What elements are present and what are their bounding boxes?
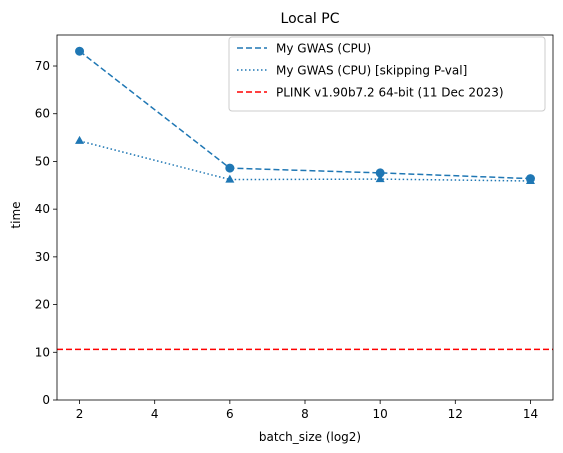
y-tick-label-1: 10 xyxy=(35,345,50,359)
series-1-point-0 xyxy=(75,135,85,144)
y-axis-label: time xyxy=(9,201,23,228)
x-tick-label-3: 8 xyxy=(301,407,309,421)
series-1-point-3 xyxy=(525,176,535,184)
legend-label-0: My GWAS (CPU) xyxy=(276,42,371,56)
x-tick-label-2: 6 xyxy=(226,407,234,421)
plot-area xyxy=(57,46,553,351)
x-tick-label-6: 14 xyxy=(523,407,538,421)
y-tick-label-5: 50 xyxy=(35,154,50,168)
x-tick-label-5: 12 xyxy=(448,407,463,421)
series-line-1 xyxy=(79,140,531,182)
series-line-0 xyxy=(79,50,531,180)
y-tick-label-7: 70 xyxy=(35,59,50,73)
x-tick-label-4: 10 xyxy=(373,407,388,421)
series-0-point-1 xyxy=(225,163,235,173)
y-tick-label-2: 20 xyxy=(35,298,50,312)
legend-label-2: PLINK v1.90b7.2 64-bit (11 Dec 2023) xyxy=(276,86,504,100)
x-axis-label: batch_size (log2) xyxy=(259,430,361,444)
series-0-point-0 xyxy=(75,46,85,56)
y-tick-label-0: 0 xyxy=(42,393,50,407)
x-tick-label-1: 4 xyxy=(151,407,159,421)
legend-label-1: My GWAS (CPU) [skipping P-val] xyxy=(276,64,467,78)
legend-box xyxy=(228,36,546,112)
y-tick-label-6: 60 xyxy=(35,107,50,121)
y-tick-label-4: 40 xyxy=(35,202,50,216)
y-tick-label-3: 30 xyxy=(35,250,50,264)
series-1-point-2 xyxy=(375,174,385,183)
chart-title: Local PC xyxy=(281,11,340,27)
series-1-point-1 xyxy=(225,174,235,183)
axes: 2 4 6 8 10 12 14 0 10 20 30 40 50 60 70 xyxy=(35,34,554,421)
legend: My GWAS (CPU) My GWAS (CPU) [skipping P-v… xyxy=(228,36,546,112)
series-0-point-2 xyxy=(375,168,385,178)
x-tick-label-0: 2 xyxy=(76,407,84,421)
